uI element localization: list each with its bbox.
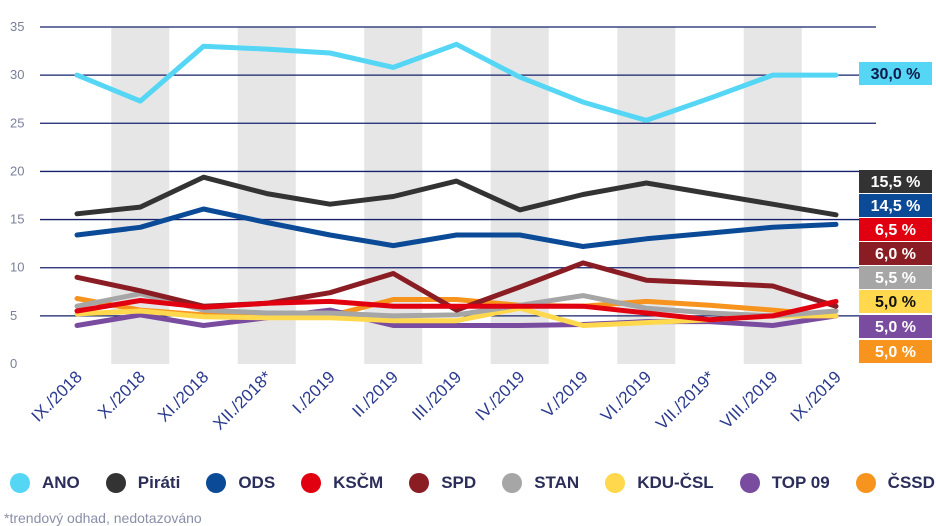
series-line-ano — [74, 41, 839, 123]
end-label-text: 5,0 % — [875, 294, 916, 311]
end-label-box — [859, 218, 932, 241]
x-tick-label: IX./2018 — [28, 367, 86, 425]
legend-label: ANO — [42, 473, 80, 492]
legend-item-ano: ANO — [10, 473, 80, 493]
end-label-text: 14,5 % — [871, 198, 921, 215]
y-tick-label: 15 — [10, 212, 24, 227]
end-label-box — [859, 340, 932, 363]
legend-swatch — [739, 473, 760, 493]
x-tick-label: XI./2018 — [154, 367, 212, 425]
end-label-box — [859, 62, 932, 85]
y-axis-ticks: 0 5 10 15 20 25 30 35 — [10, 19, 24, 371]
y-tick-label: 10 — [10, 260, 24, 275]
y-tick-label: 0 — [10, 356, 17, 371]
x-tick-label: III./2019 — [408, 367, 465, 424]
x-tick-label: VIII./2019 — [717, 367, 782, 432]
end-label-ano: 30,0 % — [859, 62, 932, 85]
series-lines — [74, 41, 839, 328]
end-label-text: 6,0 % — [875, 246, 916, 263]
legend-item-kscm: KSČM — [301, 473, 383, 493]
legend-swatch — [206, 473, 227, 493]
legend-label: ODS — [238, 473, 276, 492]
legend-item-cssd: ČSSD — [855, 473, 935, 493]
y-tick-label: 20 — [10, 163, 24, 178]
end-label-text: 5,0 % — [875, 344, 916, 361]
end-label-box — [859, 242, 932, 265]
legend-label: SPD — [441, 473, 477, 492]
series-line-pirati — [74, 174, 839, 218]
legend-item-spd: SPD — [409, 473, 476, 493]
legend-item-pirati: Piráti — [105, 473, 181, 493]
end-label-box — [859, 315, 932, 338]
end-label-top-09: 5,0 % — [859, 315, 932, 338]
legend-swatch — [502, 473, 523, 493]
end-label-kscm: 6,5 % — [859, 218, 932, 241]
legend-label: KSČM — [333, 473, 384, 492]
end-label-text: 5,0 % — [875, 319, 916, 336]
x-tick-label: X./2018 — [94, 367, 149, 422]
end-label-spd: 6,0 % — [859, 242, 932, 265]
x-tick-label: I./2019 — [289, 367, 339, 417]
end-label-stan: 5,5 % — [859, 266, 932, 289]
end-label-cssd: 5,0 % — [859, 340, 932, 363]
end-label-text: 5,5 % — [875, 270, 916, 287]
x-tick-label: IV./2019 — [471, 367, 528, 424]
legend-item-ods: ODS — [206, 473, 275, 493]
legend-swatch — [105, 473, 126, 493]
legend: ANO Piráti ODS KSČM SPD STAN KDU-ČSL TOP 09 ČSSD — [10, 466, 936, 500]
series-line-spd — [74, 260, 839, 313]
legend-item-stan: STAN — [502, 473, 579, 493]
end-value-labels: 30,0 % 15,5 % 14,5 % 6,5 % 6,0 % 5,5 % 5,0 % 5,… — [859, 62, 932, 363]
legend-label: TOP 09 — [771, 473, 830, 492]
end-label-pirati: 15,5 % — [859, 170, 932, 193]
x-tick-label: VII./2019* — [652, 367, 719, 434]
y-tick-label: 25 — [10, 115, 24, 130]
legend-swatch — [855, 473, 876, 493]
legend-swatch — [10, 473, 30, 493]
x-tick-label: XII./2018* — [209, 367, 276, 434]
legend-item-kdu-csl: KDU-ČSL — [605, 473, 714, 493]
x-tick-label: II./2019 — [349, 367, 403, 421]
x-tick-label: VI./2019 — [597, 367, 655, 425]
legend-label: ČSSD — [887, 473, 935, 492]
series-line-ods — [74, 206, 839, 249]
series-line-kscm — [74, 298, 839, 323]
y-tick-label: 5 — [10, 308, 17, 323]
end-label-box — [859, 194, 932, 217]
series-line-stan — [74, 291, 839, 319]
end-label-box — [859, 266, 932, 289]
legend-swatch — [409, 473, 430, 493]
legend-label: STAN — [534, 473, 580, 492]
end-label-text: 30,0 % — [871, 66, 921, 83]
legend-label: KDU-ČSL — [637, 473, 714, 492]
x-tick-label: IX./2019 — [787, 367, 845, 425]
legend-swatch — [301, 473, 322, 493]
legend-item-top-09: TOP 09 — [739, 473, 830, 493]
legend-label: Piráti — [137, 473, 181, 492]
line-chart: 0 5 10 15 20 25 30 35 IX./2018 X./2018 XI./2018XI… — [10, 19, 932, 434]
footnote: *trendový odhad, nedotazováno — [4, 510, 202, 526]
y-tick-label: 30 — [10, 67, 24, 82]
end-label-text: 15,5 % — [871, 174, 921, 191]
legend-swatch — [605, 473, 626, 493]
end-label-box — [859, 170, 932, 193]
end-label-box — [859, 290, 932, 313]
end-label-text: 6,5 % — [875, 222, 916, 239]
end-label-kdu-csl: 5,0 % — [859, 290, 932, 313]
x-tick-label: V./2019 — [538, 367, 592, 421]
end-label-ods: 14,5 % — [859, 194, 932, 217]
y-tick-label: 35 — [10, 19, 24, 34]
